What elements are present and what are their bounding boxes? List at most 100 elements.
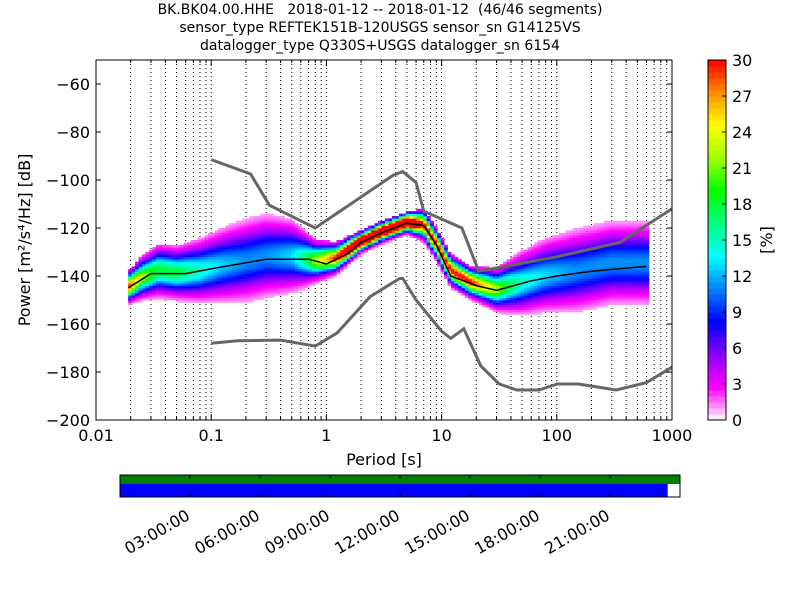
density-cell: [301, 276, 306, 279]
density-cell: [520, 290, 525, 294]
density-cell: [641, 220, 646, 224]
density-cell: [336, 266, 341, 270]
density-cell: [548, 273, 553, 277]
density-cell: [586, 252, 591, 255]
density-cell: [273, 225, 278, 229]
density-cell: [454, 278, 459, 282]
density-cell: [516, 254, 521, 258]
density-cell: [239, 240, 244, 243]
density-cell: [569, 292, 573, 296]
colorbar-segment: [708, 180, 726, 187]
density-cell: [506, 268, 511, 272]
density-cell: [260, 235, 264, 238]
density-cell: [319, 240, 323, 243]
density-cell: [249, 256, 254, 260]
density-cell: [308, 273, 313, 277]
density-cell: [558, 292, 563, 296]
density-cell: [249, 237, 254, 241]
density-cell: [520, 312, 525, 315]
density-cell: [628, 295, 632, 298]
density-cell: [194, 256, 198, 260]
density-cell: [194, 297, 198, 301]
density-cell: [201, 295, 205, 298]
density-cell: [266, 283, 271, 286]
density-cell: [513, 278, 518, 282]
density-cell: [565, 266, 570, 270]
density-cell: [589, 228, 594, 231]
density-cell: [284, 235, 289, 238]
density-cell: [183, 297, 188, 301]
density-cell: [242, 225, 247, 229]
density-cell: [478, 297, 483, 301]
density-cell: [263, 276, 268, 279]
density-cell: [562, 288, 566, 291]
density-cell: [478, 280, 483, 284]
density-cell: [291, 244, 296, 248]
density-cell: [506, 297, 511, 301]
density-cell: [145, 261, 150, 265]
density-cell: [301, 235, 306, 238]
density-cell: [530, 264, 535, 267]
density-cell: [378, 235, 382, 238]
density-cell: [232, 285, 237, 289]
density-cell: [503, 307, 507, 310]
density-cell: [322, 242, 327, 246]
density-cell: [614, 288, 619, 291]
density-cell: [614, 254, 619, 258]
y-tick-label: −60: [56, 75, 90, 94]
density-cell: [291, 259, 296, 262]
density-cell: [572, 302, 577, 306]
density-cell: [475, 273, 480, 277]
density-cell: [464, 278, 469, 282]
density-cell: [468, 295, 473, 298]
density-cell: [624, 290, 629, 294]
density-cell: [621, 235, 625, 238]
density-cell: [166, 288, 171, 291]
density-cell: [152, 268, 157, 272]
density-cell: [641, 288, 646, 291]
density-cell: [201, 249, 205, 253]
density-cell: [312, 242, 316, 246]
density-cell: [350, 235, 355, 238]
density-cell: [600, 252, 605, 255]
x-tick-label: 0.01: [78, 426, 114, 445]
density-cell: [221, 249, 226, 253]
density-cell: [187, 268, 192, 272]
density-cell: [239, 292, 244, 296]
density-cell: [187, 264, 192, 267]
density-cell: [249, 271, 254, 274]
density-cell: [249, 244, 254, 248]
density-cell: [548, 295, 553, 298]
density-cell: [346, 235, 351, 238]
density-cell: [173, 280, 178, 284]
density-cell: [270, 235, 275, 238]
density-cell: [211, 268, 216, 272]
density-cell: [416, 218, 421, 222]
density-cell: [273, 237, 278, 241]
density-cell: [562, 244, 566, 248]
density-cell: [197, 242, 202, 246]
density-cell: [239, 285, 244, 289]
timeline-tick-label: 03:00:00: [121, 506, 193, 558]
density-cell: [273, 228, 278, 231]
density-cell: [440, 266, 445, 270]
density-cell: [138, 271, 143, 274]
density-cell: [437, 235, 441, 238]
density-cell: [166, 244, 171, 248]
density-cell: [569, 304, 573, 308]
density-cell: [218, 278, 223, 282]
density-cell: [194, 288, 198, 291]
density-cell: [225, 230, 230, 234]
density-cell: [628, 288, 632, 291]
density-cell: [225, 295, 230, 298]
density-cell: [159, 280, 164, 284]
density-cell: [270, 268, 275, 272]
density-cell: [548, 264, 553, 267]
density-cell: [482, 273, 487, 277]
density-cell: [135, 266, 139, 270]
density-cell: [378, 237, 382, 241]
density-cell: [260, 290, 264, 294]
density-cell: [183, 264, 188, 267]
density-cell: [145, 292, 150, 296]
density-cell: [562, 240, 566, 243]
